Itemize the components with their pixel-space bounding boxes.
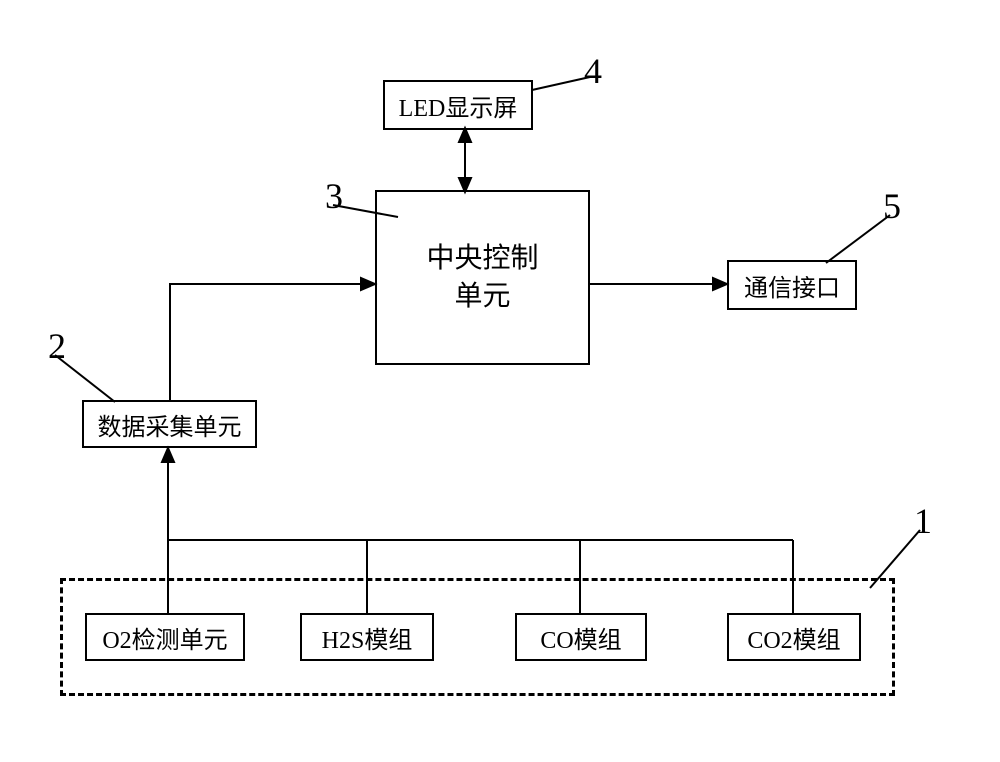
- co-module-box: CO模组: [515, 613, 647, 661]
- edge-daq-cpu: [170, 284, 368, 400]
- central-control-unit-box: 中央控制 单元: [375, 190, 590, 365]
- led-display-label: LED显示屏: [399, 88, 518, 123]
- co2-module-label: CO2模组: [747, 620, 840, 655]
- co-module-label: CO模组: [540, 620, 621, 655]
- comm-interface-label: 通信接口: [744, 268, 840, 303]
- h2s-module-box: H2S模组: [300, 613, 434, 661]
- central-control-unit-label: 中央控制 单元: [426, 240, 538, 316]
- co2-module-box: CO2模组: [727, 613, 861, 661]
- number-label-3: 3: [325, 175, 343, 217]
- o2-detection-label: O2检测单元: [102, 620, 227, 655]
- number-label-4: 4: [584, 50, 602, 92]
- arrowhead-up-icon: [162, 448, 174, 462]
- arrowhead-right-icon: [361, 278, 375, 290]
- number-label-1: 1: [914, 500, 932, 542]
- data-acquisition-unit-label: 数据采集单元: [98, 407, 242, 442]
- number-label-5: 5: [883, 185, 901, 227]
- arrowhead-right-icon: [713, 278, 727, 290]
- data-acquisition-unit-box: 数据采集单元: [82, 400, 257, 448]
- arrowhead-up-icon: [459, 128, 471, 142]
- o2-detection-box: O2检测单元: [85, 613, 245, 661]
- comm-interface-box: 通信接口: [727, 260, 857, 310]
- led-display-box: LED显示屏: [383, 80, 533, 130]
- leader-line-4: [532, 77, 590, 90]
- number-label-2: 2: [48, 325, 66, 367]
- h2s-module-label: H2S模组: [322, 620, 413, 655]
- diagram-canvas: LED显示屏 中央控制 单元 通信接口 数据采集单元 O2检测单元 H2S模组 …: [0, 0, 1000, 762]
- leader-line-5: [826, 215, 890, 263]
